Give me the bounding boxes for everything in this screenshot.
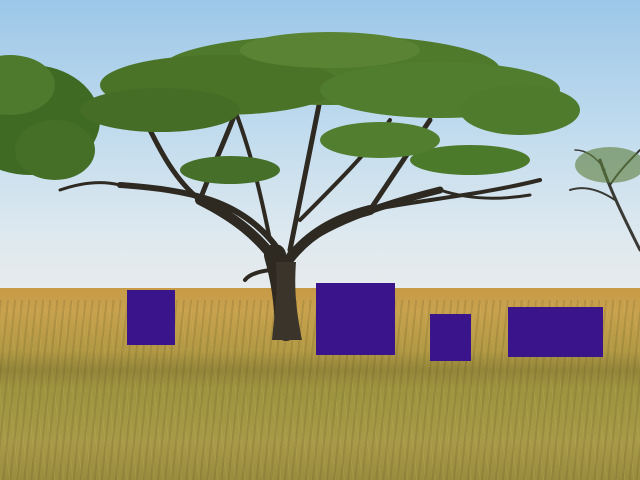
tree-trunk — [272, 262, 302, 340]
occluder-patch-3 — [430, 314, 471, 361]
canopy — [80, 32, 580, 184]
occluder-patch-2 — [316, 283, 395, 355]
occluder-patch-1 — [127, 290, 175, 345]
occluder-patch-4 — [508, 307, 603, 357]
left-foliage — [0, 55, 100, 180]
